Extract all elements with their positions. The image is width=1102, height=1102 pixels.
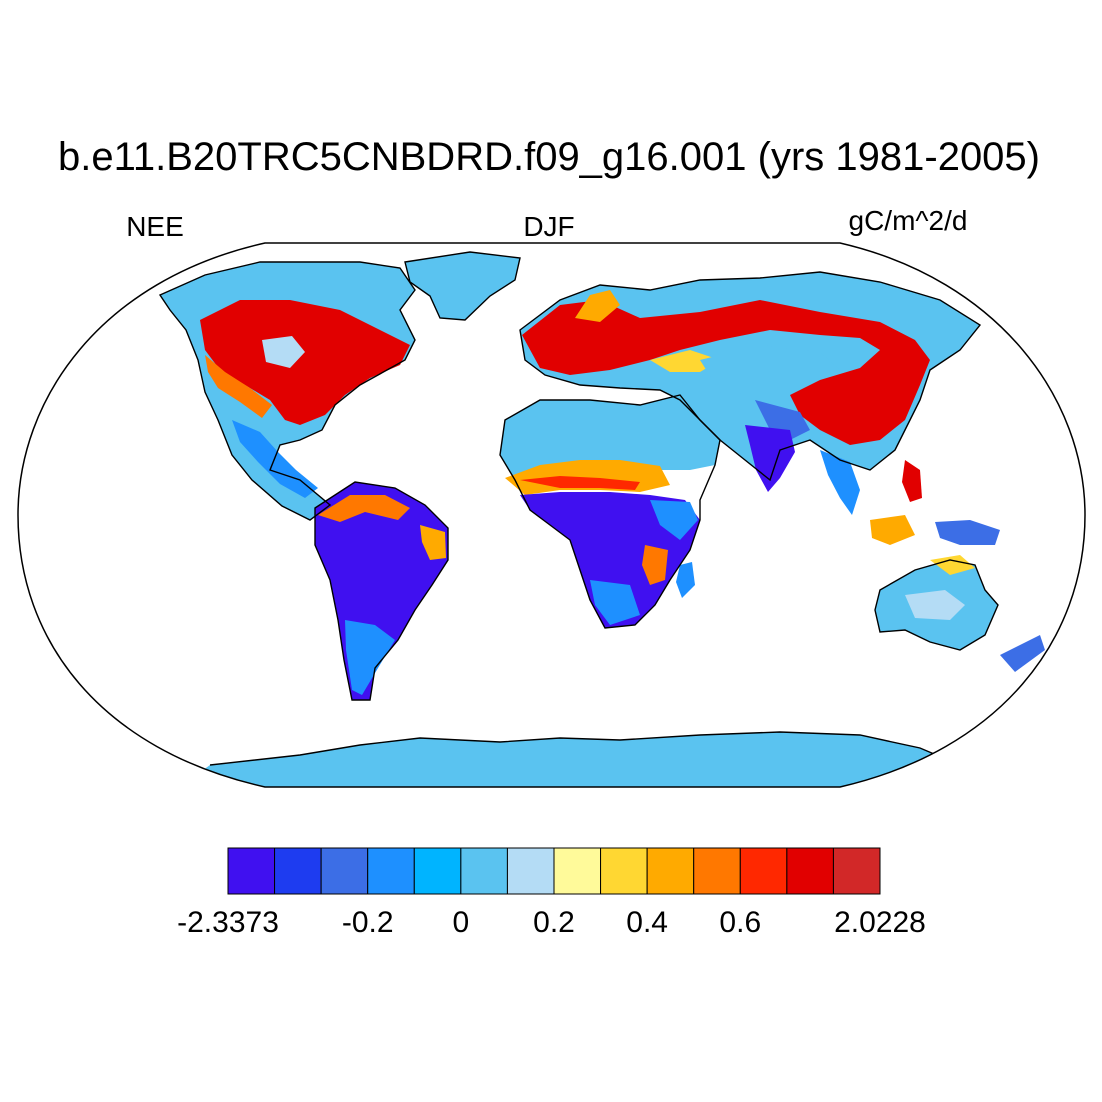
na-light-patch (262, 336, 305, 368)
map-area (17, 242, 1086, 788)
colorbar-swatch (693, 847, 741, 895)
coast-africa (499, 394, 721, 629)
units-label: gC/m^2/d (849, 205, 968, 236)
sa-south-cool (345, 620, 395, 695)
madagascar (676, 562, 695, 598)
eurasia-yellow-edge (650, 350, 720, 372)
coast-north-america (158, 261, 416, 521)
colorbar-swatch (553, 847, 602, 895)
new-guinea (935, 520, 1000, 545)
region-india (745, 425, 795, 492)
colorbar-swatch (367, 847, 415, 895)
globe-outline (17, 242, 1086, 788)
coast-australia (874, 559, 999, 651)
colorbar-swatch (739, 847, 788, 895)
region-antarctica (180, 732, 980, 787)
colorbar-swatch (786, 847, 834, 895)
colorbar-tick-label: 0.2 (533, 906, 575, 939)
colorbar (227, 847, 881, 895)
sa-north-mixed (318, 495, 410, 522)
sa-east-warm (420, 525, 446, 560)
region-north-africa (500, 395, 720, 480)
na-orange-fringe (205, 355, 272, 418)
africa-east-cool (650, 500, 698, 540)
colorbar-labels: -2.3373 -0.2 0 0.2 0.4 0.6 2.0228 (177, 906, 926, 939)
colorbar-swatch (600, 847, 648, 895)
coastlines (158, 251, 999, 766)
africa-south-warm (642, 545, 668, 585)
region-africa-south (520, 492, 700, 628)
plot-title: b.e11.B20TRC5CNBDRD.f09_g16.001 (yrs 198… (58, 135, 1040, 179)
colorbar-tick-label: -2.3373 (177, 906, 279, 939)
se-asia-warm (870, 515, 915, 545)
africa-southwest-cool (590, 580, 640, 625)
china-blue (755, 400, 810, 440)
australia-interior (905, 590, 965, 620)
colorbar-swatch (506, 847, 555, 895)
scandinavia-warm (575, 290, 620, 322)
colorbar-swatch (646, 847, 695, 895)
australia-north-warm (930, 555, 975, 575)
colorbar-tick-label: -0.2 (342, 906, 394, 939)
new-zealand (1000, 635, 1045, 672)
coast-greenland (404, 251, 521, 321)
philippines-red (902, 460, 922, 502)
season-label: DJF (523, 211, 574, 242)
land-fields (160, 252, 1045, 787)
colorbar-swatch (832, 847, 881, 895)
colorbar-swatch (460, 847, 508, 895)
coast-antarctica (209, 731, 961, 766)
colorbar-swatch (413, 847, 462, 895)
colorbar-tick-label: 0 (453, 906, 470, 939)
colorbar-tick-label: 0.4 (626, 906, 668, 939)
colorbar-swatch (274, 847, 322, 895)
colorbar-swatch (320, 847, 369, 895)
na-source-zone (200, 300, 410, 425)
coast-eurasia (519, 271, 982, 482)
region-se-asia (820, 450, 860, 515)
coast-south-america (314, 481, 449, 701)
central-asia-cool (700, 345, 840, 395)
colorbar-tick-label: 2.0228 (834, 906, 926, 939)
sahel-red (520, 476, 640, 490)
colorbar-swatch (227, 847, 276, 895)
colorbar-tick-label: 0.6 (719, 906, 761, 939)
variable-label: NEE (126, 211, 184, 242)
eurasia-source-band (522, 300, 930, 445)
